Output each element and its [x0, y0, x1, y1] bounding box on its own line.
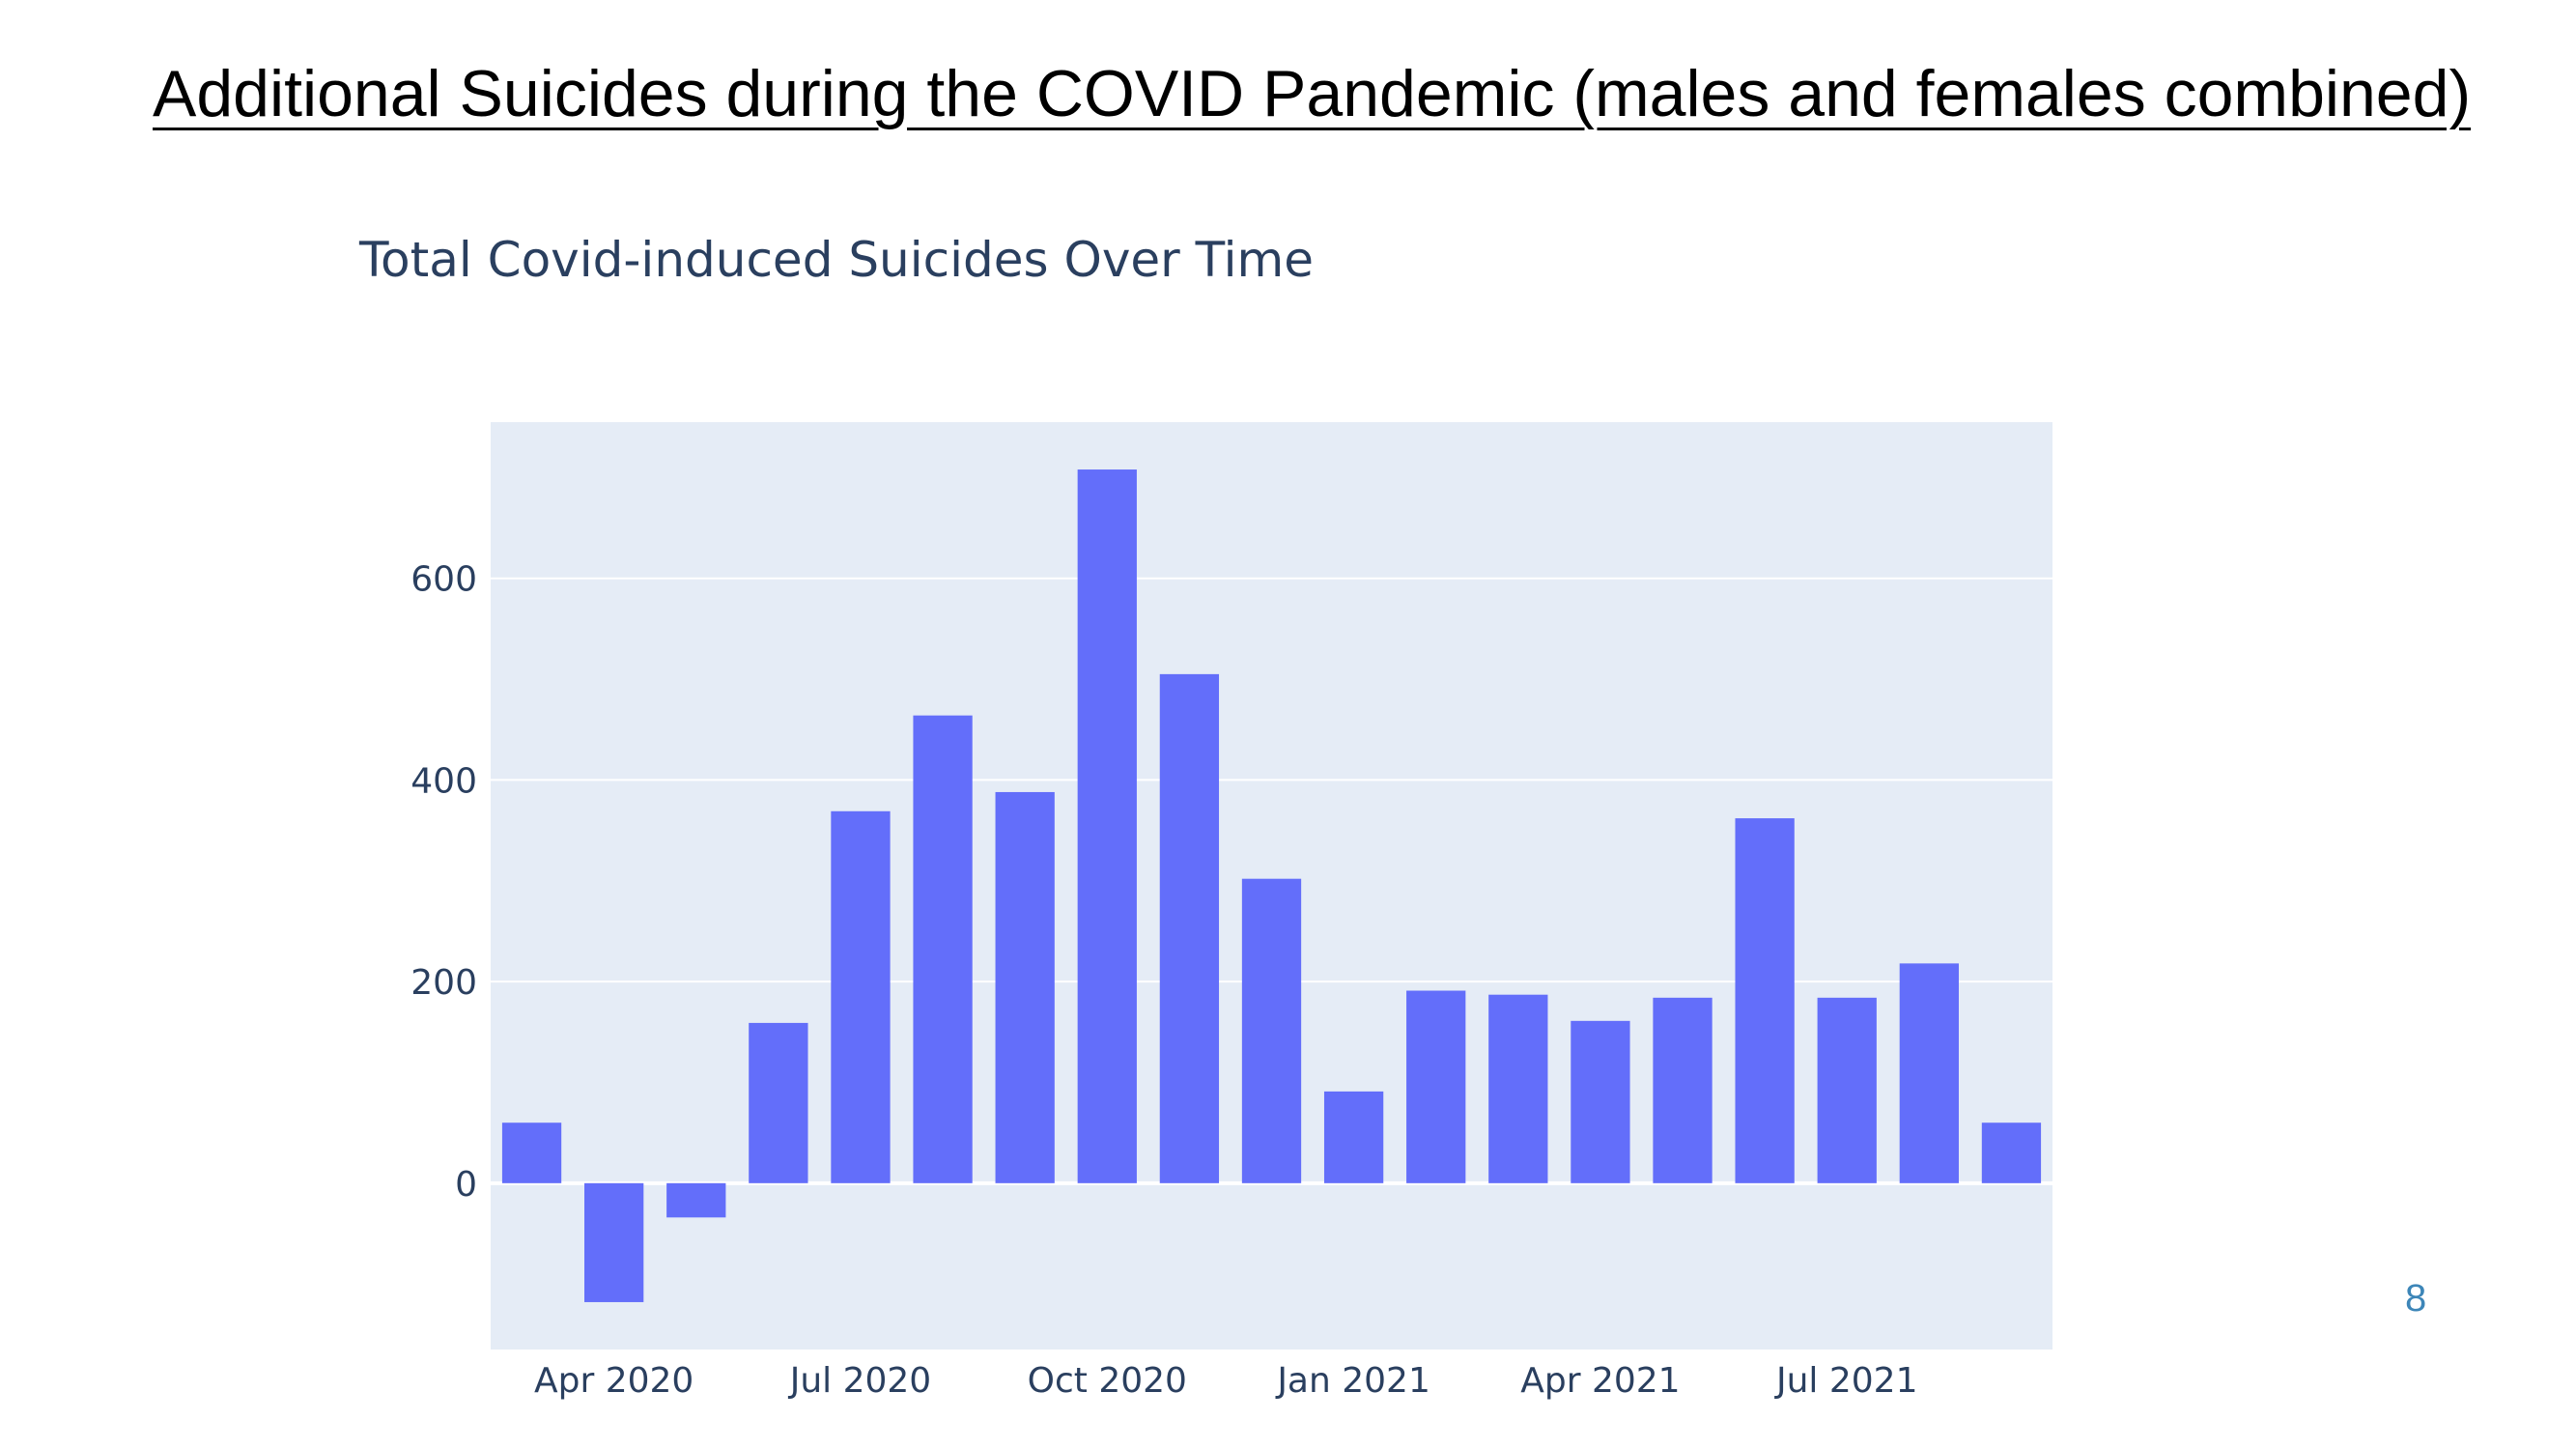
bar-2020-11: [1159, 673, 1220, 1183]
bar-2020-09: [995, 791, 1055, 1183]
bar-2021-07: [1817, 997, 1877, 1183]
bar-2020-10: [1077, 469, 1137, 1183]
bar-2020-07: [831, 810, 891, 1183]
bar-2021-05: [1653, 997, 1713, 1183]
bar-2021-06: [1735, 818, 1795, 1183]
x-tick-label: Oct 2020: [1028, 1361, 1187, 1401]
y-tick-label: 600: [410, 560, 477, 600]
slide-title: Additional Suicides during the COVID Pan…: [153, 57, 2472, 130]
chart-title: Total Covid-induced Suicides Over Time: [358, 232, 1314, 288]
bar-2021-09: [1981, 1122, 2042, 1183]
y-tick-label: 0: [455, 1165, 477, 1205]
y-axis-ticks: 0 200 400 600: [410, 560, 477, 1205]
bar-2021-01: [1323, 1091, 1384, 1183]
x-tick-label: Apr 2021: [1520, 1361, 1680, 1401]
x-tick-label: Apr 2020: [534, 1361, 694, 1401]
bar-2020-06: [749, 1022, 808, 1183]
bar-2021-03: [1488, 994, 1548, 1183]
x-tick-label: Jan 2021: [1275, 1361, 1430, 1401]
x-tick-label: Jul 2021: [1774, 1361, 1918, 1401]
bar-2020-03: [501, 1122, 562, 1183]
y-tick-label: 400: [410, 761, 477, 801]
bar-2020-04: [584, 1182, 644, 1302]
bar-2020-05: [666, 1182, 726, 1218]
page-number: 8: [2405, 1277, 2427, 1320]
y-tick-label: 200: [410, 963, 477, 1003]
bar-2021-08: [1899, 963, 1959, 1183]
bar-2020-08: [913, 715, 973, 1183]
x-tick-label: Jul 2020: [788, 1361, 932, 1401]
bar-2021-02: [1406, 990, 1466, 1183]
bar-2020-12: [1241, 878, 1302, 1183]
bar-series: [501, 469, 2042, 1302]
bar-2021-04: [1571, 1020, 1630, 1183]
x-axis-ticks: Apr 2020 Jul 2020 Oct 2020 Jan 2021 Apr 2021…: [534, 1361, 1918, 1401]
